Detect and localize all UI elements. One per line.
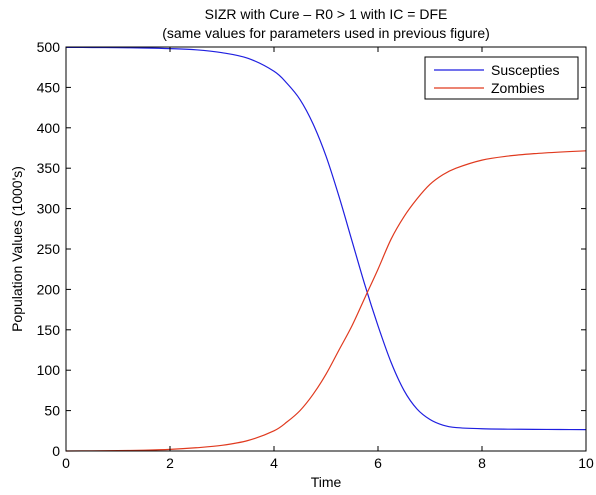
data-point-suscepties-21: [442, 425, 443, 426]
data-point-suscepties-7: [247, 58, 248, 59]
data-point-zombies-5: [195, 447, 196, 448]
data-point-suscepties-17: [390, 362, 391, 363]
data-point-zombies-11: [312, 394, 313, 395]
y-tick-label: 0: [52, 443, 60, 459]
legend-label-suscepties: Suscepties: [491, 62, 559, 78]
chart-subtitle: (same values for parameters used in prev…: [162, 25, 490, 41]
data-point-suscepties-25: [533, 429, 534, 430]
data-point-suscepties-24: [507, 429, 508, 430]
data-point-zombies-13: [338, 349, 339, 350]
data-point-zombies-15: [364, 297, 365, 298]
data-point-suscepties-20: [429, 419, 430, 420]
y-tick-label: 400: [37, 120, 61, 136]
x-axis-label: Time: [311, 474, 342, 490]
data-point-zombies-22: [455, 168, 456, 169]
data-point-zombies-16: [377, 269, 378, 270]
y-tick-label: 350: [37, 160, 61, 176]
y-tick-label: 50: [44, 403, 60, 419]
y-tick-label: 300: [37, 201, 61, 217]
data-point-zombies-25: [533, 153, 534, 154]
y-tick-label: 100: [37, 362, 61, 378]
legend: Suscepties Zombies: [424, 56, 579, 100]
data-point-suscepties-19: [416, 408, 417, 409]
data-point-suscepties-3: [143, 47, 144, 48]
y-tick-label: 200: [37, 281, 61, 297]
data-point-zombies-7: [247, 440, 248, 441]
data-point-suscepties-15: [364, 285, 365, 286]
series-line-zombies: [65, 150, 587, 452]
data-point-suscepties-13: [338, 196, 339, 197]
data-point-zombies-12: [325, 374, 326, 375]
data-point-suscepties-8: [273, 71, 274, 72]
legend-label-zombies: Zombies: [491, 80, 545, 96]
data-point-zombies-18: [403, 216, 404, 217]
data-point-zombies-14: [351, 325, 352, 326]
legend-box: [424, 56, 579, 100]
x-tick-label: 8: [478, 455, 486, 471]
y-tick-label: 250: [37, 241, 61, 257]
data-point-suscepties-5: [195, 49, 196, 50]
data-point-suscepties-18: [403, 390, 404, 391]
x-tick-label: 0: [62, 455, 70, 471]
x-tick-label: 6: [374, 455, 382, 471]
y-tick-label: 500: [37, 39, 61, 55]
data-point-zombies-6: [221, 445, 222, 446]
data-point-suscepties-22: [455, 427, 456, 428]
chart-title: SIZR with Cure – R0 > 1 with IC = DFE: [205, 6, 448, 22]
series-layer: [65, 46, 587, 452]
x-tick-label: 4: [270, 455, 278, 471]
data-point-zombies-19: [416, 198, 417, 199]
y-tick-label: 150: [37, 322, 61, 338]
data-point-suscepties-10: [299, 99, 300, 100]
data-point-zombies-21: [442, 174, 443, 175]
series-line-suscepties: [65, 46, 587, 431]
data-point-zombies-10: [299, 410, 300, 411]
data-point-zombies-26: [559, 151, 560, 152]
y-axis-label: Population Values (1000's): [9, 166, 25, 332]
data-point-suscepties-6: [221, 52, 222, 53]
x-tick-label: 10: [578, 455, 594, 471]
data-point-zombies-9: [286, 421, 287, 422]
data-point-zombies-8: [273, 430, 274, 431]
data-point-suscepties-14: [351, 240, 352, 241]
data-point-suscepties-12: [325, 155, 326, 156]
data-point-zombies-20: [429, 184, 430, 185]
data-point-suscepties-23: [481, 428, 482, 429]
data-point-zombies-24: [507, 155, 508, 156]
data-point-zombies-23: [481, 160, 482, 161]
x-tick-label: 2: [166, 455, 174, 471]
data-point-zombies-17: [390, 239, 391, 240]
data-point-suscepties-11: [312, 123, 313, 124]
data-point-suscepties-26: [559, 429, 560, 430]
y-tick-label: 450: [37, 79, 61, 95]
data-point-suscepties-16: [377, 325, 378, 326]
data-point-suscepties-9: [286, 83, 287, 84]
